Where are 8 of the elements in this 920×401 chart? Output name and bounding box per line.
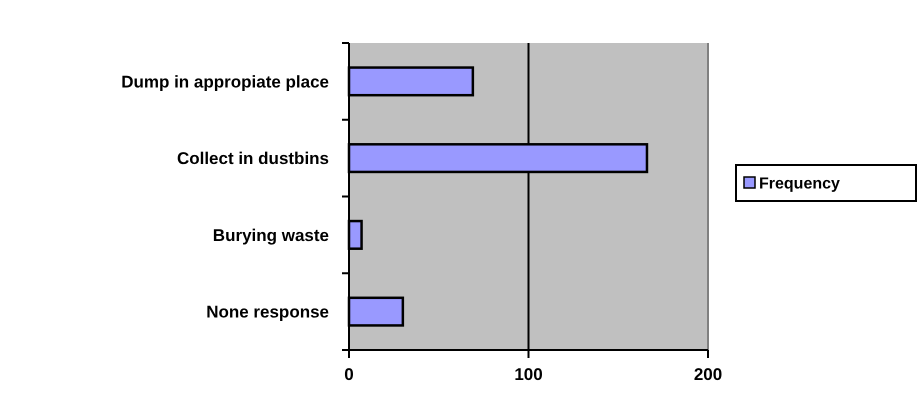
y-tick-label: Collect in dustbins [176, 149, 329, 168]
y-tick-label: Dump in appropiate place [121, 72, 329, 92]
y-tick-label: None response [206, 302, 329, 322]
y-tick-label: Burying waste [212, 226, 329, 245]
x-tick-label: 100 [514, 365, 543, 384]
x-tick-label: 200 [694, 365, 722, 384]
x-tick-label: 0 [344, 365, 354, 384]
legend-label: Frequency [759, 176, 840, 193]
